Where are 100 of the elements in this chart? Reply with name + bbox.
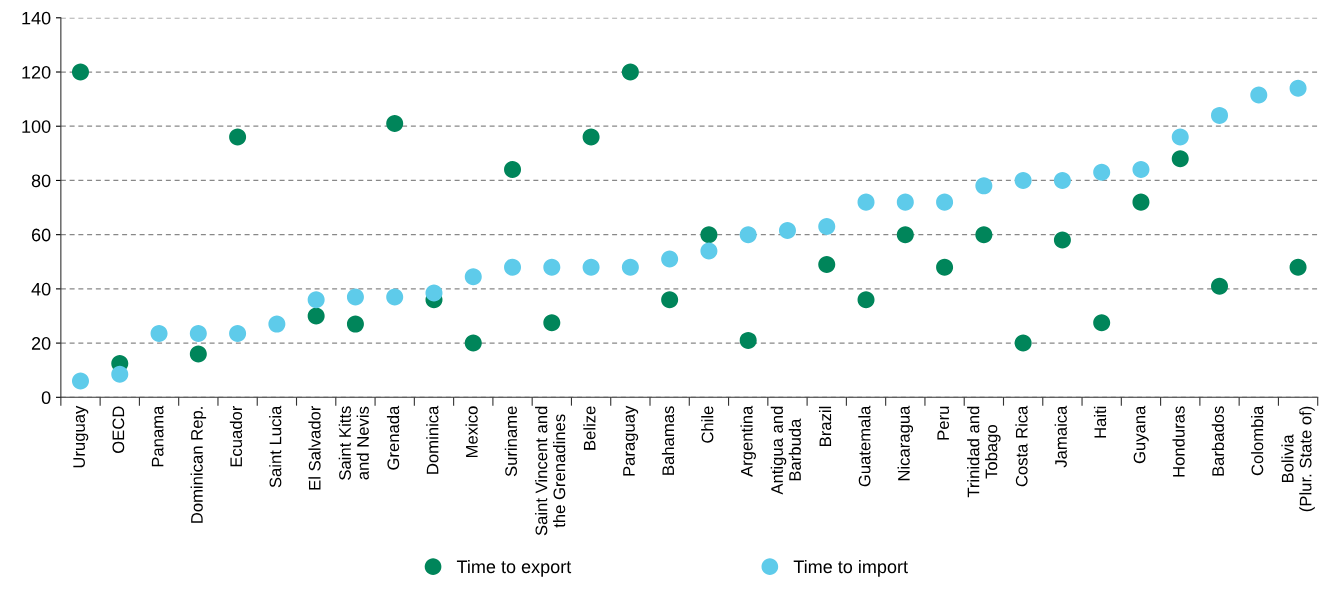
point <box>582 128 600 146</box>
point <box>1132 161 1150 179</box>
x-tick-label: Ecuador <box>229 405 243 467</box>
point <box>975 226 993 244</box>
point <box>464 268 482 286</box>
point <box>189 345 207 363</box>
point <box>307 291 325 309</box>
point <box>71 63 89 81</box>
y-tick-label: 60 <box>31 228 51 242</box>
x-tick-label: Guatemala <box>858 405 871 487</box>
y-tick-label: 80 <box>31 174 51 188</box>
point <box>464 334 482 352</box>
point <box>1211 106 1229 124</box>
point <box>307 307 325 325</box>
point <box>778 222 796 240</box>
legend-label: Time to import <box>793 559 908 577</box>
x-tick-label: Colombia <box>1251 405 1264 476</box>
point <box>189 325 207 343</box>
point <box>504 161 522 179</box>
x-tick-label: Belize <box>583 406 596 450</box>
point <box>936 193 954 211</box>
point <box>661 250 679 268</box>
point <box>582 258 600 276</box>
point <box>1132 193 1150 211</box>
point <box>346 288 364 306</box>
point <box>111 365 129 383</box>
x-tick-label: Saint Lucia <box>269 405 282 488</box>
x-tick-label: Saint Vincent and the Grenadines <box>535 406 566 536</box>
x-tick-label: Bahamas <box>661 406 675 475</box>
point <box>71 372 89 390</box>
x-tick-label: Peru <box>937 406 950 440</box>
y-tick-label: 20 <box>31 337 51 350</box>
point <box>818 218 836 236</box>
point <box>268 315 286 333</box>
x-tick-label: Chile <box>701 406 714 443</box>
point <box>700 242 718 260</box>
y-tick-label: 40 <box>31 282 51 296</box>
point <box>1093 163 1111 181</box>
x-tick-label: Paraguay <box>623 405 639 476</box>
y-tick-label: 100 <box>22 120 51 133</box>
x-tick-label: Argentina <box>740 405 756 477</box>
point <box>1171 150 1189 168</box>
x-tick-label: Barbados <box>1211 406 1224 476</box>
x-tick-label: Dominica <box>426 405 439 474</box>
x-tick-label: Antigua and Barbuda <box>770 406 801 495</box>
point <box>621 63 639 81</box>
point <box>857 193 875 211</box>
x-tick-label: Haiti <box>1093 406 1107 438</box>
point <box>543 314 561 332</box>
point <box>386 115 404 133</box>
point <box>386 288 404 306</box>
point <box>739 331 757 349</box>
point <box>150 325 168 343</box>
x-tick-label: Saint Kitts and Nevis <box>338 406 369 480</box>
x-tick-label: Nicaragua <box>897 405 914 481</box>
point <box>1053 231 1071 249</box>
x-tick-label: Costa Rica <box>1015 405 1028 487</box>
point <box>229 325 247 343</box>
x-tick-label: El Salvador <box>308 405 321 490</box>
point <box>1014 334 1032 352</box>
point <box>896 226 914 244</box>
point <box>1289 258 1307 276</box>
point <box>700 226 718 244</box>
point <box>936 258 954 276</box>
x-tick-label: Uruguay <box>73 405 89 468</box>
point <box>621 258 639 276</box>
x-tick-label: Trinidad and Tobago <box>967 406 1001 498</box>
x-tick-label: Dominican Rep. <box>190 407 207 523</box>
x-tick-label: Bolivia (Plur. State of) <box>1281 406 1315 512</box>
point <box>504 258 522 276</box>
x-tick-label: Jamaica <box>1054 405 1067 468</box>
x-tick-label: Mexico <box>465 406 478 458</box>
point <box>425 284 443 302</box>
point <box>818 255 836 273</box>
y-tick-label: 140 <box>22 11 51 25</box>
point <box>1211 277 1229 295</box>
point <box>1171 128 1189 146</box>
point <box>1053 171 1071 189</box>
point <box>1014 171 1032 189</box>
x-tick-label: Brazil <box>818 406 832 446</box>
point <box>1250 86 1268 104</box>
x-tick-label: Guyana <box>1133 405 1149 464</box>
x-tick-label: Grenada <box>386 405 400 470</box>
point <box>975 177 993 195</box>
x-tick-label: Suriname <box>504 406 518 477</box>
point <box>739 226 757 244</box>
point <box>857 291 875 309</box>
x-tick-label: OECD <box>112 406 125 454</box>
point <box>661 291 679 309</box>
point <box>346 315 364 333</box>
legend-label: Time to export <box>456 559 572 577</box>
y-tick-label: 0 <box>41 391 51 405</box>
y-tick-label: 120 <box>22 65 51 79</box>
point <box>1289 79 1307 97</box>
x-tick-label: Panama <box>151 405 164 467</box>
point <box>229 128 247 146</box>
point <box>1093 314 1111 332</box>
x-tick-label: Honduras <box>1172 406 1185 477</box>
point <box>896 193 914 211</box>
point <box>543 258 561 276</box>
